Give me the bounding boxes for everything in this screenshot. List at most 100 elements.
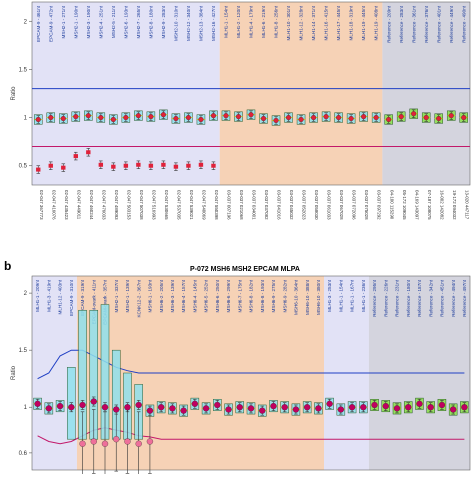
data-point [113,436,120,443]
data-point [311,115,317,121]
data-point [326,400,333,407]
x-tick-label: 02-047 435423 [64,190,69,220]
data-point [124,438,131,445]
x-tick-label: 02-047 449011 [76,190,81,220]
x-tick-label: 03-037 075028 [364,190,369,220]
x-tick-label: 02-047 489093 [114,190,119,220]
data-point [135,401,142,409]
probe-label: MLH1-17 - 445nt [336,5,341,40]
data-point [146,438,154,445]
data-point [281,404,288,411]
data-point [173,115,179,122]
data-point [393,405,401,412]
data-point [135,440,142,447]
probe-label: MSH2-3 - 190nt [86,5,91,38]
x-tick-label: 02-047 507038 [139,190,144,220]
data-point [298,116,304,123]
probe-label: Reference - 231nt [395,279,400,316]
probe-label: Reference - 209nt [386,5,391,42]
x-tick-label: 19-172 094032 [452,190,457,220]
x-tick-label: 13-020 447117 [464,190,469,220]
probe-label: EPCAM-ovark - 411nt [91,279,96,324]
probe-label: Reference - 494nt [451,279,456,316]
probe-label: MLH1-12 - 328nt [299,5,304,40]
data-point [101,404,109,411]
probe-label: MLH1-12 - 403nt [58,279,63,314]
data-point [371,401,378,409]
x-tick-label: 03-037 034001 [252,190,257,220]
x-tick-label: 16-002 142082 [439,190,444,220]
probe-label: Reference - 376nt [424,5,429,42]
data-point [85,113,91,119]
data-point [236,404,243,411]
data-point [161,162,166,167]
x-tick-label: 03-037 067028 [339,190,344,220]
data-point [98,115,104,121]
probe-label: MSH6-1 - 193nt [148,279,153,312]
probe-label: MLH1-4 - 179nt [249,5,254,38]
probe-label: MLH1-2 - 120nt [236,5,241,38]
data-point [136,162,141,167]
x-tick-label: 03-037 007196 [227,190,232,220]
probe-label: MSH2-6 - 193nt [123,5,128,38]
data-point [90,398,97,405]
probe-label: Reference - 187nt [417,279,422,316]
data-point [248,112,254,118]
probe-label: KCNK12-2 - 367nt [136,279,141,317]
data-point [202,405,210,412]
data-point [235,114,242,120]
data-point [225,406,232,413]
x-tick-label: 03-037 061033 [327,190,332,220]
data-point [405,404,412,411]
x-tick-label: 04-169 143097 [414,190,419,220]
probe-label: Reference - 451nt [440,279,445,316]
data-point [315,405,322,412]
probe-label: Reference - 180nt [406,279,411,316]
y-tick-label: 1.5 [19,348,28,354]
probe-label: MSH2-5 - 211nt [111,5,116,38]
data-point [73,114,79,120]
data-point [110,116,116,123]
data-point [461,404,468,411]
x-tick-label: 02-047 503153 [126,190,131,220]
data-point [461,115,467,121]
probe-label: MSH6-9 - 282nt [282,279,287,312]
x-tick-label: 07-187 108075 [427,190,432,220]
x-tick-label: 02-047 539021 [189,190,194,220]
data-point [45,405,52,412]
y-tick-label: 0.6 [19,451,28,457]
data-point [123,163,129,168]
y-tick-label: 0.5 [19,164,28,170]
probe-label: MSH2-1 - 337nt [114,279,119,312]
probe-label: MLH1-1 - 236nt [361,279,366,312]
probe-label: EPCAM-ovark - 357nt [103,279,108,324]
probe-label: MLH1-8 - 256nt [274,5,279,38]
probe-label: MLH1-1 - 154nt [224,5,229,38]
probe-label: EPCAM-9 - 472nt [48,5,53,42]
x-tick-label: 02-047 476033 [101,190,106,220]
data-point [123,115,129,121]
panel-b: 0.6 1 1.5 2 Ratio MLH1-1 - 209nt MLH1-3 - 419n… [11,275,471,477]
data-point [361,114,367,120]
data-point [337,406,344,413]
data-point [448,113,454,119]
data-point [186,163,191,168]
x-tick-label: 05-172 109045 [402,190,407,220]
probe-label: MLH1-18 - 319nt [349,5,354,40]
probe-label: EPCAM-9 - 310nt [69,279,74,316]
probe-label: EPCAM-9 - 461nt [36,5,41,42]
data-point [124,404,131,411]
data-point [60,115,66,122]
probe-label: MSH6-10 - 388nt [305,279,310,315]
probe-label: MLH1-14 - 371nt [311,5,316,40]
data-point [360,404,367,411]
x-tick-label: 02-047 540069 [202,190,207,220]
data-point [210,113,217,119]
data-point [56,402,64,410]
probe-label: MSH6-6 - 299nt [226,279,231,312]
probe-label: MSH2-4 - 251nt [98,5,103,38]
y-axis-label: Ratio [11,365,17,380]
region-band [219,2,383,185]
region-band [382,2,470,185]
data-point [386,116,392,123]
